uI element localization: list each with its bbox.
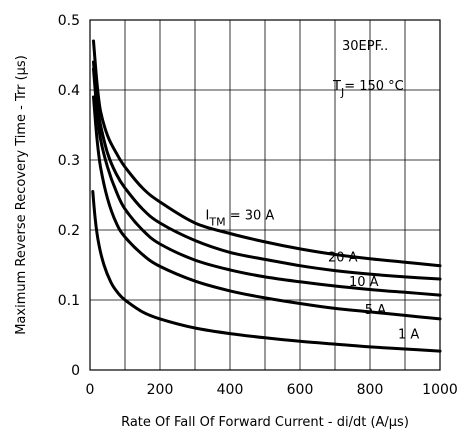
x-tick-label: 400 [217,382,244,398]
curve-1a [91,190,442,353]
curve-label-30a: ITM = 30 A [206,209,275,229]
temperature-value: = 150 °C [344,79,404,94]
curve-label-10a: 10 A [349,275,379,290]
curve-20a [92,60,442,281]
curve-label-1a: 1 A [398,328,419,343]
curve-10a [92,67,442,297]
y-tick-label: 0.3 [58,153,80,169]
y-tick-label: 0 [71,363,80,379]
y-axis-label: Maximum Reverse Recovery Time - Trr (µs) [14,55,29,335]
y-tick-label: 0.4 [58,83,80,99]
part-number-annotation: 30EPF.. [342,39,388,54]
curve-labels: ITM = 30 A 20 A 10 A 5 A 1 A [206,209,420,343]
x-tick-label: 800 [357,382,384,398]
curve-label-20a: 20 A [328,251,358,266]
condition-annotation: 30EPF.. TJ= 150 °C [332,39,404,99]
tick-labels: 0 200 400 600 800 1000 0 0.1 0.2 0.3 0.4 0.5 [58,13,458,398]
x-tick-label: 200 [147,382,174,398]
y-tick-label: 0.1 [58,293,80,309]
x-tick-label: 600 [287,382,314,398]
x-tick-label: 0 [86,382,95,398]
x-tick-label: 1000 [422,382,458,398]
grid [89,19,441,371]
x-axis-label: Rate Of Fall Of Forward Current - di/dt … [121,415,409,430]
y-tick-label: 0.5 [58,13,80,29]
temperature-annotation: TJ= 150 °C [332,79,404,99]
curve-5a [92,95,442,321]
curve-30a [92,39,442,268]
temperature-subscript: J [340,86,344,99]
y-tick-label: 0.2 [58,223,80,239]
temperature-symbol: T [332,79,341,94]
curve-label-5a: 5 A [365,303,386,318]
curves [91,39,442,353]
